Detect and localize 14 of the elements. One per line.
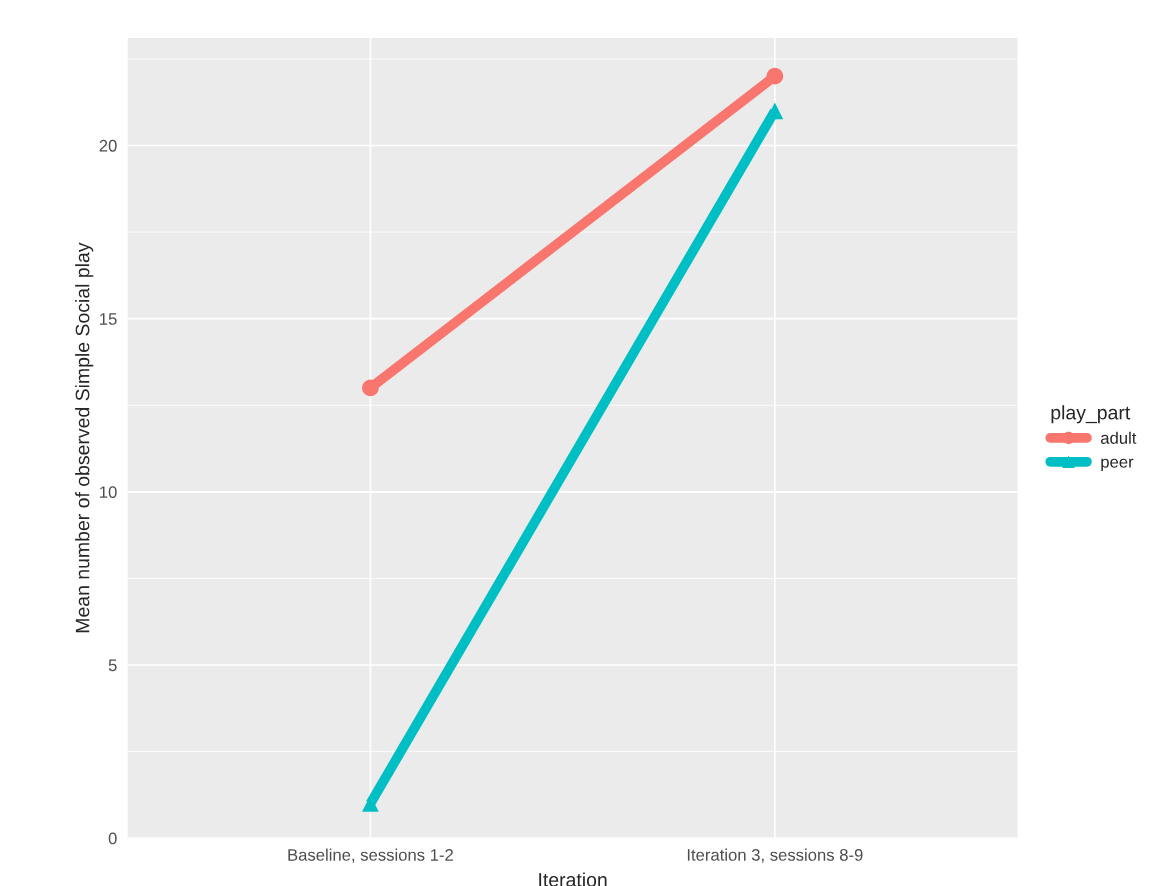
legend-label: peer xyxy=(1101,458,1134,472)
point xyxy=(362,379,379,397)
y-tick-label: 20 xyxy=(99,139,117,152)
x-tick-label: Baseline, sessions 1-2 xyxy=(288,848,453,863)
y-axis-title: Mean number of observed Simple Social play xyxy=(75,242,94,633)
y-tick-label: 10 xyxy=(100,486,117,499)
y-tick-label: 0 xyxy=(108,832,117,845)
y-tick-label: 5 xyxy=(108,659,117,672)
point xyxy=(766,67,784,85)
legend-label: adult xyxy=(1100,431,1137,444)
y-tick-label: 15 xyxy=(100,313,117,325)
legend-title: play_part xyxy=(1051,405,1131,424)
x-axis-title: Iteration xyxy=(539,872,607,886)
x-tick-label: Iteration 3, sessions 8-9 xyxy=(687,848,863,863)
